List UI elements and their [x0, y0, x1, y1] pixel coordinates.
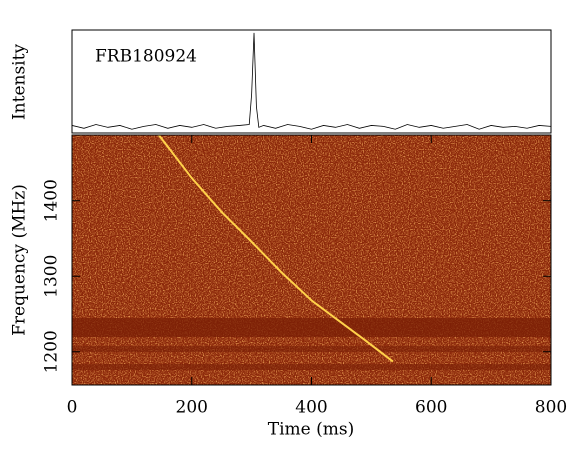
band — [72, 318, 551, 337]
burst-sweep — [158, 134, 394, 363]
intensity-line — [71, 32, 552, 130]
x-tick-label: 600 — [415, 398, 447, 418]
spectrum-noise — [72, 135, 551, 385]
x-tick-label: 200 — [176, 398, 208, 418]
band — [72, 364, 551, 370]
x-tick-label: 800 — [535, 398, 567, 418]
intensity-frame — [71, 29, 552, 134]
x-tick-label: 0 — [67, 398, 78, 418]
y-axis-label: Frequency (MHz) — [10, 184, 30, 336]
x-tick-label: 400 — [295, 398, 327, 418]
y-tick-label: 1400 — [42, 179, 62, 222]
y-axis-label: Intensity — [10, 44, 30, 120]
band — [72, 346, 551, 352]
y-tick-label: 1300 — [42, 255, 62, 298]
annotation: FRB180924 — [95, 47, 197, 67]
x-axis-label: Time (ms) — [268, 420, 354, 440]
y-tick-label: 1200 — [42, 330, 62, 373]
